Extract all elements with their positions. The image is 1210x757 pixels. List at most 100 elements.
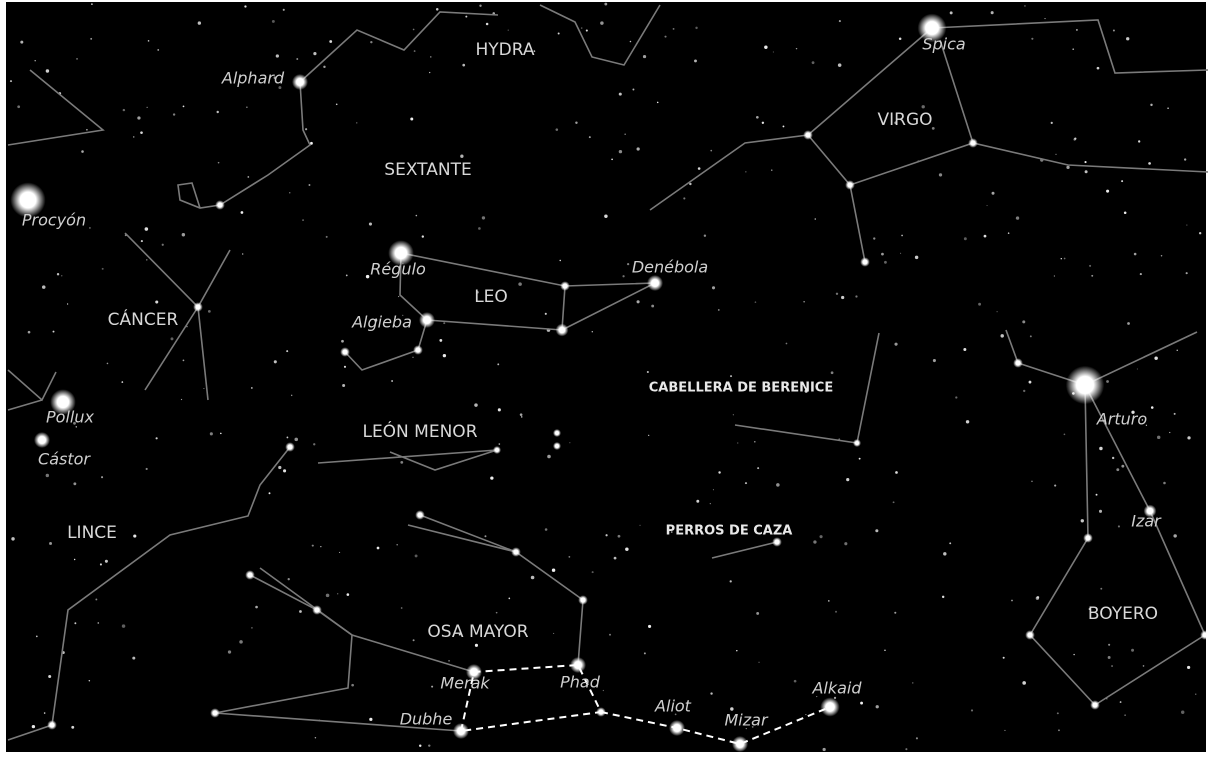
star: [43, 712, 46, 714]
star: [683, 197, 686, 200]
star: [1036, 596, 1040, 599]
star: [519, 413, 523, 416]
star: [837, 63, 842, 67]
star: [1186, 224, 1188, 226]
star: [585, 29, 588, 32]
star: [833, 696, 837, 700]
star: [428, 744, 431, 747]
star: [132, 656, 136, 660]
star: [751, 726, 754, 728]
big-dipper: [460, 663, 831, 746]
star: [287, 578, 290, 581]
star: [695, 26, 698, 30]
star: [310, 141, 313, 145]
star: [761, 121, 765, 124]
star: [17, 105, 21, 109]
star: [754, 301, 757, 303]
star: [413, 50, 416, 52]
star: [915, 737, 918, 740]
star: [374, 318, 378, 322]
star: [1054, 484, 1057, 487]
star: [730, 707, 734, 711]
star: [696, 499, 700, 503]
star: [1176, 349, 1178, 351]
star: [91, 3, 93, 6]
star-label: Régulo: [370, 260, 426, 279]
star: [250, 387, 253, 389]
faint-stars: [9, 2, 1202, 752]
star: [1055, 153, 1057, 155]
star: [568, 555, 571, 558]
star: [402, 314, 404, 317]
star: [1099, 446, 1103, 451]
star: [1119, 701, 1122, 703]
star: [414, 554, 418, 558]
star: [351, 683, 354, 687]
star: [1111, 456, 1115, 460]
star: [1050, 121, 1053, 124]
star: [669, 720, 685, 736]
star: [544, 528, 548, 531]
star: [1106, 698, 1108, 700]
star: [369, 717, 373, 721]
star: [35, 635, 38, 638]
star: [553, 429, 561, 437]
star: [146, 259, 148, 261]
star: [479, 4, 482, 7]
star: [278, 465, 282, 470]
star: [244, 5, 247, 8]
star: [442, 353, 447, 358]
star: [656, 101, 659, 104]
star: [625, 547, 629, 551]
star-label: Alkaid: [811, 679, 862, 698]
star: [1011, 599, 1013, 602]
star: [518, 282, 522, 286]
star: [1167, 107, 1169, 109]
star: [1065, 365, 1105, 405]
constellation-label: LEÓN MENOR: [362, 420, 477, 442]
star: [285, 442, 295, 452]
star: [368, 222, 373, 226]
star: [754, 440, 756, 443]
star-label: Cástor: [38, 450, 91, 469]
star: [931, 127, 935, 130]
star: [604, 2, 608, 6]
star-label: Aliot: [654, 697, 692, 716]
star: [1150, 406, 1154, 409]
star: [329, 40, 333, 43]
star: [1022, 681, 1026, 685]
star: [11, 537, 15, 541]
star: [530, 575, 535, 580]
star: [772, 51, 774, 53]
star: [804, 389, 808, 393]
star: [941, 595, 945, 599]
star: [419, 312, 435, 328]
star: [227, 650, 232, 654]
star: [894, 611, 897, 614]
star: [900, 252, 902, 254]
star-label: Izar: [1131, 512, 1162, 531]
star: [157, 49, 160, 51]
star: [569, 442, 571, 444]
star: [155, 300, 159, 304]
star: [884, 649, 886, 652]
star: [429, 71, 431, 74]
star: [905, 748, 908, 751]
star: [1148, 162, 1151, 165]
star: [613, 556, 617, 560]
star: [508, 597, 511, 600]
star: [391, 380, 393, 382]
star: [1066, 165, 1070, 170]
star: [811, 61, 815, 65]
star: [1187, 436, 1191, 440]
star: [75, 426, 78, 428]
star: [845, 180, 855, 190]
star-label: Procyón: [22, 211, 86, 230]
star: [34, 432, 50, 448]
star: [220, 432, 222, 435]
star: [1044, 18, 1046, 20]
star: [596, 707, 606, 717]
star: [618, 149, 623, 154]
star: [557, 32, 560, 35]
star: [559, 259, 561, 262]
